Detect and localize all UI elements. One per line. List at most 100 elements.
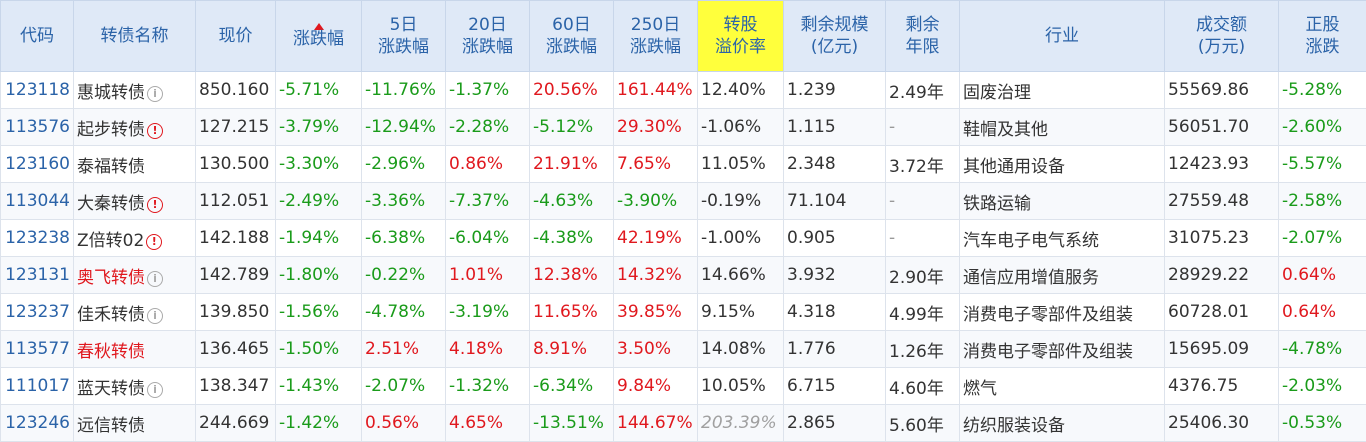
bond-name-cell[interactable]: 远信转债 bbox=[74, 405, 196, 442]
bond-name[interactable]: 奥飞转债 bbox=[77, 268, 145, 288]
col-chg20[interactable]: 20日涨跌幅 bbox=[446, 1, 530, 72]
price-value: 142.789 bbox=[196, 257, 276, 294]
chg20-value: -2.28% bbox=[446, 109, 530, 146]
stock-chg-value: -0.53% bbox=[1279, 405, 1366, 442]
bond-name[interactable]: 惠城转债 bbox=[77, 83, 145, 103]
chg20-value: 1.01% bbox=[446, 257, 530, 294]
chg20-value: 4.18% bbox=[446, 331, 530, 368]
bond-name-cell[interactable]: Z倍转02! bbox=[74, 220, 196, 257]
bond-code-link[interactable]: 123237 bbox=[1, 294, 74, 331]
chg20-value: -3.19% bbox=[446, 294, 530, 331]
bond-code-link[interactable]: 113577 bbox=[1, 331, 74, 368]
col-volume[interactable]: 成交额(万元) bbox=[1165, 1, 1279, 72]
stock-chg-value: -2.03% bbox=[1279, 368, 1366, 405]
col-stock[interactable]: 正股涨跌 bbox=[1279, 1, 1366, 72]
stock-chg-value: -2.58% bbox=[1279, 183, 1366, 220]
chg60-value: 8.91% bbox=[530, 331, 614, 368]
warning-icon[interactable]: ! bbox=[147, 197, 163, 213]
bond-code-link[interactable]: 113576 bbox=[1, 109, 74, 146]
info-icon[interactable]: i bbox=[147, 308, 163, 324]
bond-code-link[interactable]: 123238 bbox=[1, 220, 74, 257]
info-icon[interactable]: i bbox=[147, 382, 163, 398]
bond-name[interactable]: Z倍转02 bbox=[77, 231, 144, 251]
bond-name-cell[interactable]: 泰福转债 bbox=[74, 146, 196, 183]
bond-name[interactable]: 春秋转债 bbox=[77, 342, 145, 362]
chg20-value: 4.65% bbox=[446, 405, 530, 442]
col-price[interactable]: 现价 bbox=[196, 1, 276, 72]
col-code[interactable]: 代码 bbox=[1, 1, 74, 72]
bond-code-link[interactable]: 111017 bbox=[1, 368, 74, 405]
col-industry[interactable]: 行业 bbox=[960, 1, 1165, 72]
premium-value: -0.19% bbox=[698, 183, 784, 220]
col-name-label: 转债名称 bbox=[101, 26, 169, 46]
col-chg5-label-a: 5日 bbox=[390, 15, 418, 35]
col-years-label-b: 年限 bbox=[906, 37, 940, 57]
chg60-value: 11.65% bbox=[530, 294, 614, 331]
scale-value: 2.348 bbox=[784, 146, 886, 183]
years-value: 2.90年 bbox=[886, 257, 960, 294]
warning-icon[interactable]: ! bbox=[146, 234, 162, 250]
col-chg250[interactable]: 250日涨跌幅 bbox=[614, 1, 698, 72]
scale-value: 0.905 bbox=[784, 220, 886, 257]
years-value: 1.26年 bbox=[886, 331, 960, 368]
chg250-value: 144.67% bbox=[614, 405, 698, 442]
bond-code-link[interactable]: 123118 bbox=[1, 72, 74, 109]
col-chg5[interactable]: 5日涨跌幅 bbox=[362, 1, 446, 72]
col-chg20-label-b: 涨跌幅 bbox=[462, 37, 513, 57]
years-value: 3.72年 bbox=[886, 146, 960, 183]
chg-value: -1.94% bbox=[276, 220, 362, 257]
chg5-value: -3.36% bbox=[362, 183, 446, 220]
bond-code-link[interactable]: 123131 bbox=[1, 257, 74, 294]
chg-value: -1.80% bbox=[276, 257, 362, 294]
col-name[interactable]: 转债名称 bbox=[74, 1, 196, 72]
bond-code-link[interactable]: 123160 bbox=[1, 146, 74, 183]
stock-chg-value: 0.64% bbox=[1279, 257, 1366, 294]
col-premium-label-a: 转股 bbox=[724, 15, 758, 35]
chg60-value: -6.34% bbox=[530, 368, 614, 405]
industry-value: 其他通用设备 bbox=[960, 146, 1165, 183]
col-chg[interactable]: 涨跌幅 bbox=[276, 1, 362, 72]
col-premium[interactable]: 转股溢价率 bbox=[698, 1, 784, 72]
bond-name[interactable]: 蓝天转债 bbox=[77, 379, 145, 399]
bond-name-cell[interactable]: 大秦转债! bbox=[74, 183, 196, 220]
premium-value: 14.66% bbox=[698, 257, 784, 294]
bond-name[interactable]: 大秦转债 bbox=[77, 194, 145, 214]
col-chg60[interactable]: 60日涨跌幅 bbox=[530, 1, 614, 72]
bond-name[interactable]: 远信转债 bbox=[77, 416, 145, 436]
bond-name[interactable]: 起步转债 bbox=[77, 120, 145, 140]
chg60-value: -4.38% bbox=[530, 220, 614, 257]
bond-name-cell[interactable]: 起步转债! bbox=[74, 109, 196, 146]
chg250-value: 39.85% bbox=[614, 294, 698, 331]
premium-value: 9.15% bbox=[698, 294, 784, 331]
scale-value: 71.104 bbox=[784, 183, 886, 220]
bond-code-link[interactable]: 123246 bbox=[1, 405, 74, 442]
bond-name-cell[interactable]: 春秋转债 bbox=[74, 331, 196, 368]
bond-code-link[interactable]: 113044 bbox=[1, 183, 74, 220]
chg5-value: -4.78% bbox=[362, 294, 446, 331]
bond-name[interactable]: 佳禾转债 bbox=[77, 305, 145, 325]
info-icon[interactable]: i bbox=[147, 86, 163, 102]
premium-value: -1.00% bbox=[698, 220, 784, 257]
col-years[interactable]: 剩余年限 bbox=[886, 1, 960, 72]
bond-name[interactable]: 泰福转债 bbox=[77, 157, 145, 177]
col-years-label-a: 剩余 bbox=[906, 15, 940, 35]
years-value: - bbox=[886, 109, 960, 146]
col-scale[interactable]: 剩余规模(亿元) bbox=[784, 1, 886, 72]
warning-icon[interactable]: ! bbox=[147, 123, 163, 139]
scale-value: 4.318 bbox=[784, 294, 886, 331]
info-icon[interactable]: i bbox=[147, 271, 163, 287]
